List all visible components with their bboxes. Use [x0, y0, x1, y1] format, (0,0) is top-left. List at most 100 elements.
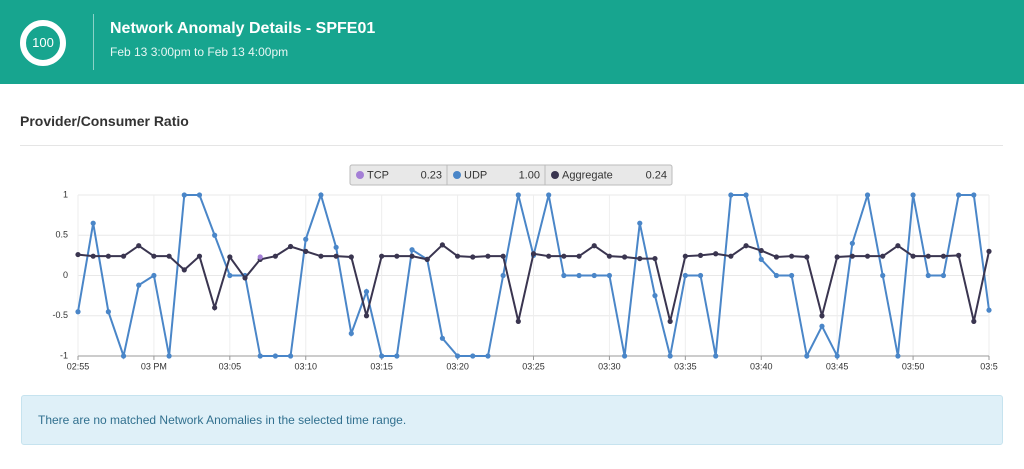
- x-tick-label: 03:35: [674, 361, 697, 371]
- data-point: [576, 272, 582, 279]
- data-point: [333, 244, 339, 250]
- data-point: [470, 254, 476, 260]
- x-tick-label: 03 PM: [141, 361, 167, 371]
- x-tick-label: 03:20: [446, 361, 469, 371]
- data-point: [606, 272, 613, 279]
- data-point: [318, 192, 324, 198]
- x-tick-label: 03:15: [370, 361, 393, 371]
- header: 100 Network Anomaly Details - SPFE01 Feb…: [0, 0, 1024, 84]
- data-point: [212, 305, 218, 311]
- legend-box: [349, 164, 673, 186]
- section-title: Provider/Consumer Ratio: [20, 113, 189, 129]
- data-point: [470, 353, 476, 359]
- data-point: [895, 353, 901, 359]
- data-point: [986, 307, 992, 313]
- data-point: [272, 353, 278, 359]
- x-tick-label: 03:25: [522, 361, 545, 371]
- data-point: [804, 254, 810, 260]
- data-point: [75, 251, 81, 258]
- data-point: [971, 318, 977, 324]
- data-point: [363, 313, 370, 319]
- data-point: [348, 330, 354, 337]
- y-tick-label: 1: [63, 189, 68, 199]
- data-point: [576, 253, 582, 259]
- data-point: [864, 253, 871, 259]
- data-point: [834, 254, 840, 260]
- data-point: [667, 318, 673, 324]
- data-point: [105, 309, 111, 315]
- data-point: [622, 254, 628, 260]
- data-point: [120, 353, 127, 359]
- data-point: [546, 192, 552, 198]
- data-point: [834, 353, 840, 359]
- header-subtitle: Feb 13 3:00pm to Feb 13 4:00pm: [110, 45, 289, 59]
- legend-value: 0.23: [421, 169, 442, 181]
- data-point: [728, 253, 734, 259]
- legend-label: TCP: [367, 169, 389, 181]
- data-point: [819, 323, 825, 329]
- legend-swatch: [356, 171, 364, 179]
- data-point: [530, 251, 537, 257]
- data-point: [409, 247, 415, 253]
- data-point: [181, 267, 187, 273]
- data-point: [90, 253, 96, 259]
- data-point: [181, 192, 187, 198]
- data-point: [713, 353, 719, 359]
- data-point: [151, 253, 157, 259]
- data-point: [637, 255, 643, 262]
- data-point: [773, 272, 780, 279]
- divider: [93, 14, 94, 70]
- score-badge: 100: [20, 20, 66, 66]
- data-point: [925, 253, 931, 259]
- data-point: [728, 192, 734, 198]
- data-point: [379, 353, 385, 359]
- data-point: [287, 243, 294, 250]
- data-point: [697, 272, 704, 279]
- data-point: [196, 253, 203, 259]
- data-point: [409, 253, 415, 259]
- data-point: [561, 253, 567, 259]
- y-tick-label: -1: [60, 350, 68, 360]
- data-point: [303, 236, 309, 242]
- data-point: [940, 253, 947, 259]
- legend-value: 1.00: [519, 169, 540, 181]
- data-point: [439, 335, 445, 341]
- data-point: [880, 272, 886, 279]
- data-point: [773, 254, 780, 260]
- data-point: [849, 253, 855, 259]
- data-point: [272, 253, 278, 259]
- data-point: [394, 253, 400, 259]
- data-point: [212, 232, 218, 238]
- x-tick-label: 03:05: [219, 361, 242, 371]
- data-point: [454, 253, 461, 259]
- legend-swatch: [453, 171, 461, 179]
- y-tick-label: 0.5: [55, 230, 68, 240]
- data-point: [697, 252, 704, 258]
- data-point: [151, 272, 157, 279]
- data-point: [622, 353, 628, 359]
- data-point: [713, 251, 719, 257]
- data-point: [637, 220, 643, 226]
- data-point: [546, 253, 552, 259]
- data-point: [956, 192, 962, 198]
- data-point: [849, 240, 855, 246]
- data-point: [682, 272, 688, 279]
- data-point: [925, 272, 931, 279]
- data-point: [971, 192, 977, 198]
- x-tick-label: 03:50: [902, 361, 925, 371]
- legend-value: 0.24: [646, 169, 667, 181]
- data-point: [379, 253, 385, 259]
- data-point: [166, 353, 172, 359]
- data-point: [758, 247, 764, 254]
- x-tick-label: 03:30: [598, 361, 621, 371]
- data-point: [105, 253, 111, 259]
- data-point: [910, 253, 916, 259]
- data-point: [986, 248, 992, 254]
- data-point: [439, 242, 445, 248]
- legend-label: Aggregate: [562, 169, 613, 181]
- data-point: [804, 353, 810, 359]
- y-tick-label: 0: [63, 270, 68, 280]
- data-point: [485, 353, 491, 359]
- data-point: [880, 253, 886, 259]
